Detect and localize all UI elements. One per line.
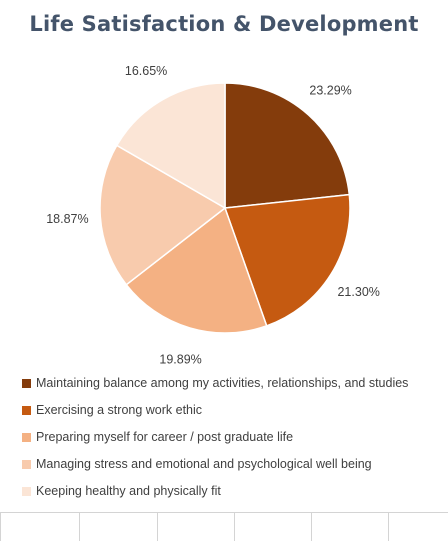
spreadsheet-grid	[0, 512, 448, 541]
pie-slice	[223, 193, 351, 327]
chart-area: Life Satisfaction & Development 23.29% 21…	[22, 12, 442, 509]
legend-swatch	[22, 459, 31, 469]
pie-data-label: 21.30%	[337, 285, 379, 299]
pie-slice	[125, 206, 268, 334]
pie-slice	[224, 82, 351, 209]
grid-line	[0, 513, 1, 541]
grid-line	[234, 513, 235, 541]
chart-title: Life Satisfaction & Development	[29, 12, 419, 36]
legend-swatch	[22, 486, 31, 496]
legend: Maintaining balance among my activities,…	[22, 374, 442, 509]
pie-slice	[115, 82, 226, 210]
grid-line	[388, 513, 389, 541]
pie-data-label: 16.65%	[125, 64, 167, 78]
legend-item: Preparing myself for career / post gradu…	[22, 428, 442, 446]
pie-chart: 23.29% 21.30% 19.89% 18.87% 16.65%	[46, 64, 380, 367]
grid-line	[79, 513, 80, 541]
grid-line	[157, 513, 158, 541]
legend-swatch	[22, 405, 31, 415]
pie-slices	[99, 82, 351, 334]
grid-line	[311, 513, 312, 541]
legend-label: Managing stress and emotional and psycho…	[36, 457, 372, 471]
pie-data-label: 23.29%	[309, 83, 351, 97]
legend-label: Preparing myself for career / post gradu…	[36, 430, 294, 444]
pie-data-label: 19.89%	[159, 353, 201, 367]
pie-data-label: 18.87%	[46, 212, 88, 226]
legend-label: Exercising a strong work ethic	[36, 403, 203, 417]
legend-item: Keeping healthy and physically fit	[22, 482, 442, 500]
pie-data-labels: 23.29% 21.30% 19.89% 18.87% 16.65%	[46, 64, 380, 367]
legend-swatch	[22, 378, 31, 388]
legend-swatch	[22, 432, 31, 442]
legend-item: Maintaining balance among my activities,…	[22, 374, 442, 392]
legend-item: Managing stress and emotional and psycho…	[22, 455, 442, 473]
legend-item: Exercising a strong work ethic	[22, 401, 442, 419]
legend-label: Maintaining balance among my activities,…	[36, 376, 409, 390]
pie-slice	[99, 144, 227, 286]
legend-label: Keeping healthy and physically fit	[36, 484, 221, 498]
